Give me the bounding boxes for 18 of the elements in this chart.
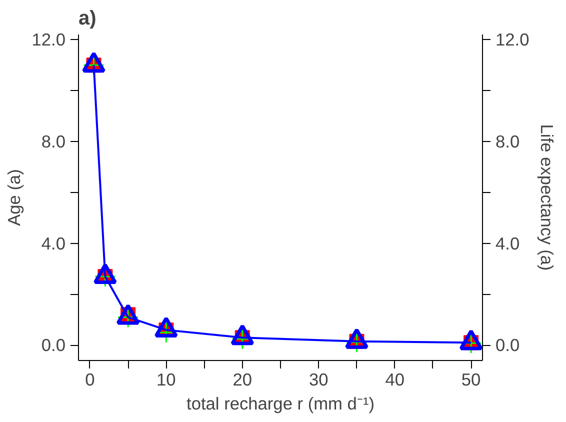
chart-title: a) [78, 8, 96, 30]
x-tick-label: 20 [232, 370, 252, 390]
x-tick-label: 30 [308, 370, 328, 390]
y-tick-label: 8.0 [41, 131, 66, 152]
y-tick-label: 4.0 [41, 233, 66, 254]
y2-tick-label: 0.0 [496, 335, 520, 356]
y2-axis-title: Life expectancy (a) [537, 124, 558, 271]
y2-tick-label: 4.0 [496, 233, 520, 254]
x-axis-title: total recharge r (mm d⁻¹) [186, 394, 375, 414]
y2-tick-label: 8.0 [496, 131, 520, 152]
x-tick-label: 40 [385, 370, 404, 390]
y-tick-label: 12.0 [32, 30, 66, 50]
x-tick-label: 0 [85, 370, 95, 390]
x-tick-label: 10 [156, 370, 176, 390]
y-tick-label: 0.0 [41, 335, 66, 356]
y2-tick-label: 12.0 [496, 30, 530, 50]
x-tick-label: 50 [461, 370, 481, 390]
y-axis-title: Age (a) [4, 169, 24, 226]
